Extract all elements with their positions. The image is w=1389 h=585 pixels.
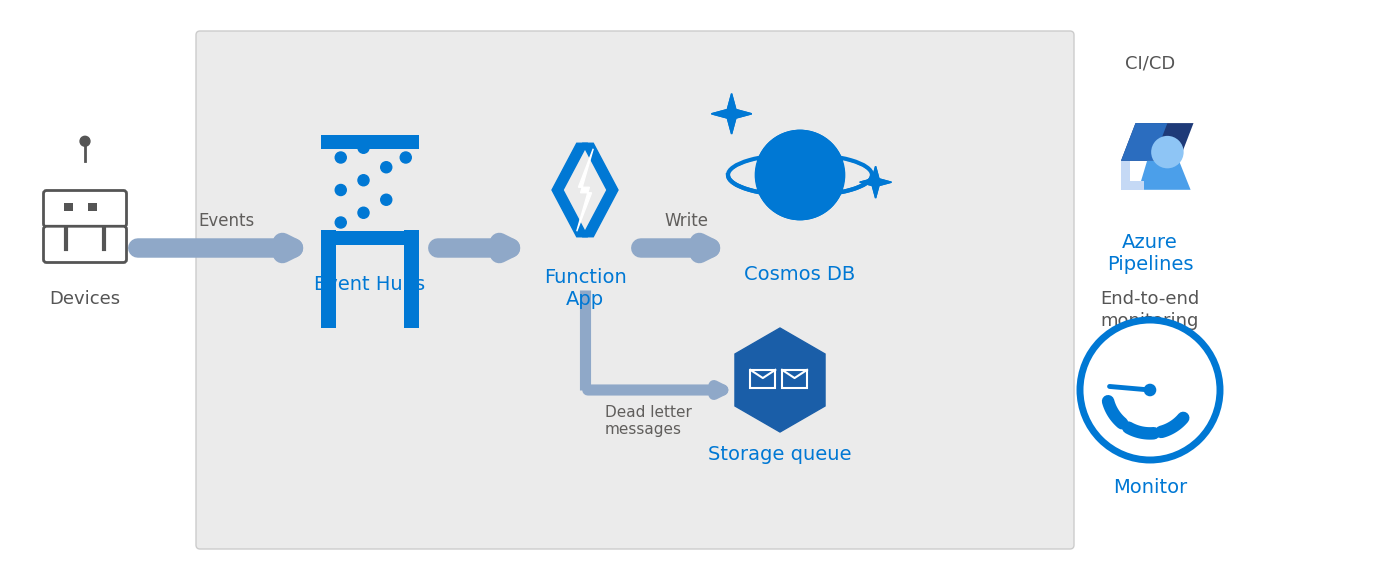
Polygon shape (711, 94, 751, 134)
Bar (321, 231, 418, 245)
Bar (750, 370, 775, 388)
Polygon shape (1121, 123, 1167, 161)
Text: End-to-end
monitoring: End-to-end monitoring (1100, 290, 1200, 330)
Polygon shape (551, 143, 588, 237)
Bar (64, 204, 72, 211)
Polygon shape (1139, 161, 1190, 190)
Circle shape (756, 130, 845, 219)
Polygon shape (582, 143, 618, 237)
Text: Devices: Devices (50, 290, 121, 308)
Text: Function
App: Function App (543, 268, 626, 309)
Text: Azure
Pipelines: Azure Pipelines (1107, 233, 1193, 274)
Circle shape (756, 130, 845, 219)
Text: CI/CD: CI/CD (1125, 55, 1175, 73)
Bar (88, 204, 97, 211)
Text: Dead letter
messages: Dead letter messages (606, 405, 692, 438)
Circle shape (335, 184, 346, 195)
Ellipse shape (731, 157, 870, 193)
Polygon shape (1121, 161, 1145, 190)
Circle shape (335, 152, 346, 163)
Circle shape (358, 175, 369, 186)
Circle shape (381, 194, 392, 205)
Text: Cosmos DB: Cosmos DB (745, 265, 856, 284)
Text: Write: Write (664, 212, 708, 230)
FancyBboxPatch shape (43, 226, 126, 263)
Circle shape (381, 161, 392, 173)
Bar (782, 370, 807, 388)
Polygon shape (711, 94, 751, 134)
Circle shape (1151, 136, 1183, 168)
Text: Event Hubs: Event Hubs (314, 275, 425, 294)
Polygon shape (1121, 123, 1193, 161)
FancyBboxPatch shape (43, 191, 126, 227)
Polygon shape (576, 149, 593, 231)
Text: Storage queue: Storage queue (708, 445, 851, 464)
Circle shape (358, 207, 369, 218)
Polygon shape (860, 166, 892, 198)
FancyBboxPatch shape (196, 31, 1074, 549)
Bar (321, 135, 418, 149)
Polygon shape (735, 328, 825, 432)
Bar (321, 230, 336, 328)
Circle shape (335, 217, 346, 228)
Text: Events: Events (199, 212, 254, 230)
Circle shape (81, 136, 90, 146)
Polygon shape (860, 166, 892, 198)
Bar (404, 230, 418, 328)
Circle shape (400, 152, 411, 163)
Circle shape (1143, 384, 1156, 396)
Text: Monitor: Monitor (1113, 478, 1188, 497)
Circle shape (1081, 320, 1220, 460)
Circle shape (358, 142, 369, 153)
